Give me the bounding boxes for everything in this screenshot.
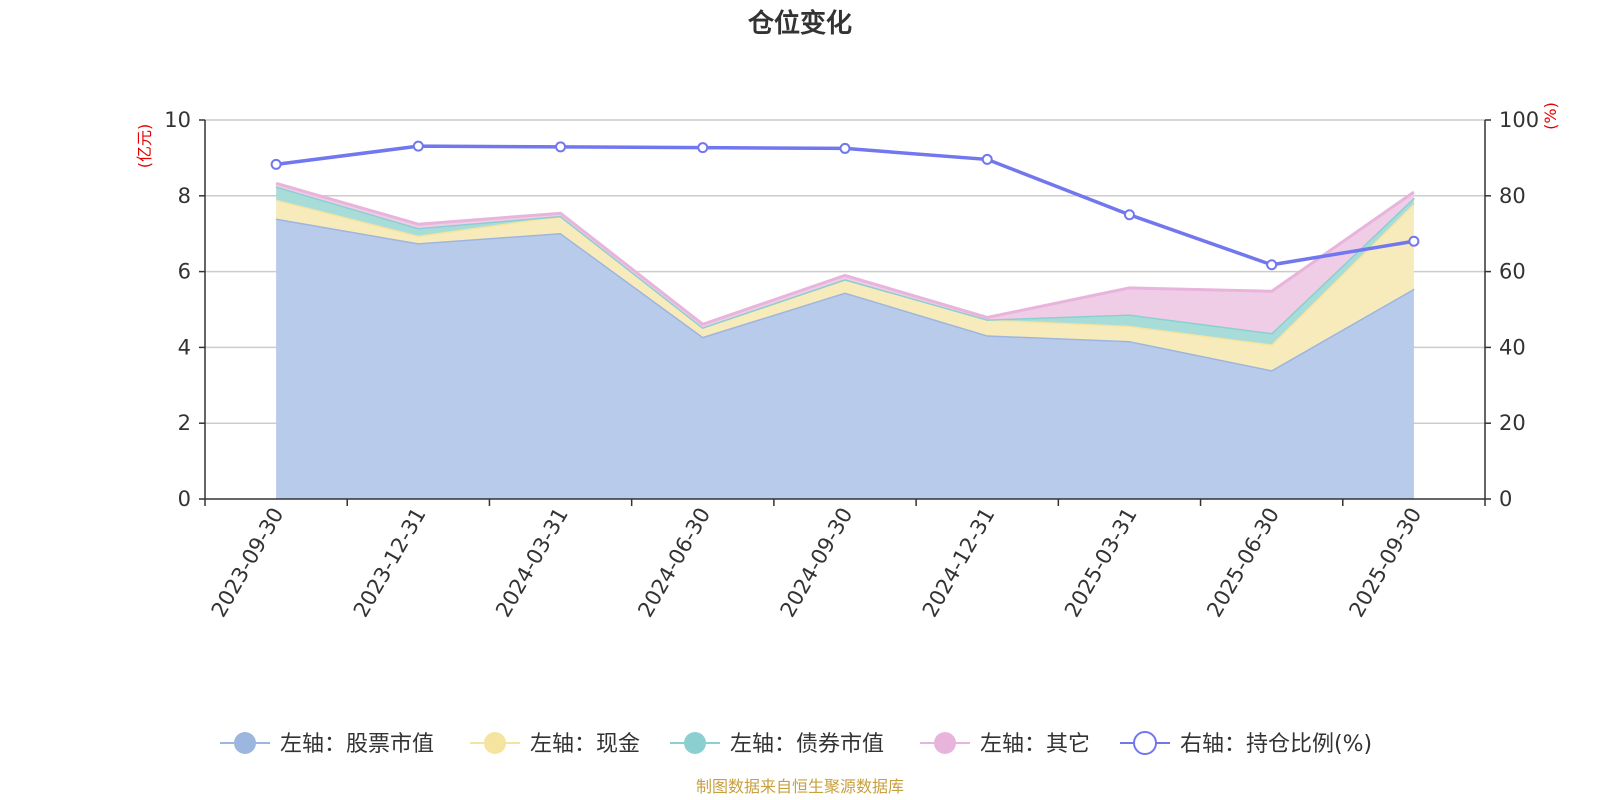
left-axis-tick-label: 4 xyxy=(178,335,191,359)
stacked-areas xyxy=(275,181,1415,500)
right-axis-tick-label: 80 xyxy=(1499,184,1526,208)
legend-marker xyxy=(484,732,506,754)
x-axis-tick-label: 2024-03-31 xyxy=(491,504,573,622)
left-axis-tick-label: 10 xyxy=(164,108,191,132)
left-axis-tick-label: 2 xyxy=(178,411,191,435)
legend: 左轴：股票市值 左轴：现金 左轴：债券市值 左轴：其它 右轴：持仓比例(%) xyxy=(220,731,1372,757)
right-axis-tick-label: 20 xyxy=(1499,411,1526,435)
ratio-line-point xyxy=(839,142,851,154)
x-axis-tick-label: 2025-03-31 xyxy=(1060,504,1142,622)
right-axis-unit: (%) xyxy=(1541,102,1560,130)
area-edge-series-3 xyxy=(275,181,1415,326)
legend-marker xyxy=(684,732,706,754)
chart-title: 仓位变化 xyxy=(747,8,852,39)
x-axis-tick-label: 2024-12-31 xyxy=(918,504,1000,622)
legend-label: 左轴：股票市值 xyxy=(280,732,434,757)
legend-item: 右轴：持仓比例(%) xyxy=(1120,731,1372,757)
legend-item: 左轴：债券市值 xyxy=(670,732,884,757)
right-axis-tick-label: 60 xyxy=(1499,260,1526,284)
left-axis-tick-label: 8 xyxy=(178,184,191,208)
left-axis-tick-label: 0 xyxy=(178,487,191,511)
ratio-line-point xyxy=(1408,235,1420,247)
right-axis-tick-label: 100 xyxy=(1499,108,1539,132)
legend-label: 左轴：现金 xyxy=(530,732,640,757)
x-axis-tick-label: 2023-12-31 xyxy=(349,504,431,622)
right-axis-tick-label: 0 xyxy=(1499,487,1512,511)
ratio-line-point xyxy=(412,140,424,152)
ratio-line-point xyxy=(1123,209,1135,221)
ratio-line-point xyxy=(981,153,993,165)
area-fill-series-3 xyxy=(276,183,1414,333)
legend-marker xyxy=(1133,731,1157,755)
legend-item: 左轴：现金 xyxy=(470,732,640,757)
legend-label: 左轴：债券市值 xyxy=(730,732,884,757)
ratio-line-point xyxy=(270,158,282,170)
x-axis-tick-label: 2025-09-30 xyxy=(1344,504,1426,622)
x-axis-tick-label: 2023-09-30 xyxy=(207,504,289,622)
ratio-line-point xyxy=(555,141,567,153)
data-source-note: 制图数据来自恒生聚源数据库 xyxy=(696,777,904,796)
area-fill-series-1 xyxy=(276,199,1414,371)
ratio-line-point xyxy=(1266,259,1278,271)
area-fill-series-0 xyxy=(276,218,1414,500)
right-axis-tick-label: 40 xyxy=(1499,335,1526,359)
x-axis-tick-label: 2024-06-30 xyxy=(633,504,715,622)
left-axis-unit: (亿元) xyxy=(135,124,154,169)
x-axis-tick-label: 2025-06-30 xyxy=(1202,504,1284,622)
legend-label: 左轴：其它 xyxy=(980,732,1090,757)
legend-item: 左轴：股票市值 xyxy=(220,732,434,757)
legend-item: 左轴：其它 xyxy=(920,732,1090,757)
legend-label: 右轴：持仓比例(%) xyxy=(1180,732,1372,757)
x-axis-tick-label: 2024-09-30 xyxy=(776,504,858,622)
legend-marker xyxy=(234,732,256,754)
left-axis-tick-label: 6 xyxy=(178,260,191,284)
ratio-line-point xyxy=(697,142,709,154)
ratio-line xyxy=(270,140,1420,271)
legend-marker xyxy=(934,732,956,754)
